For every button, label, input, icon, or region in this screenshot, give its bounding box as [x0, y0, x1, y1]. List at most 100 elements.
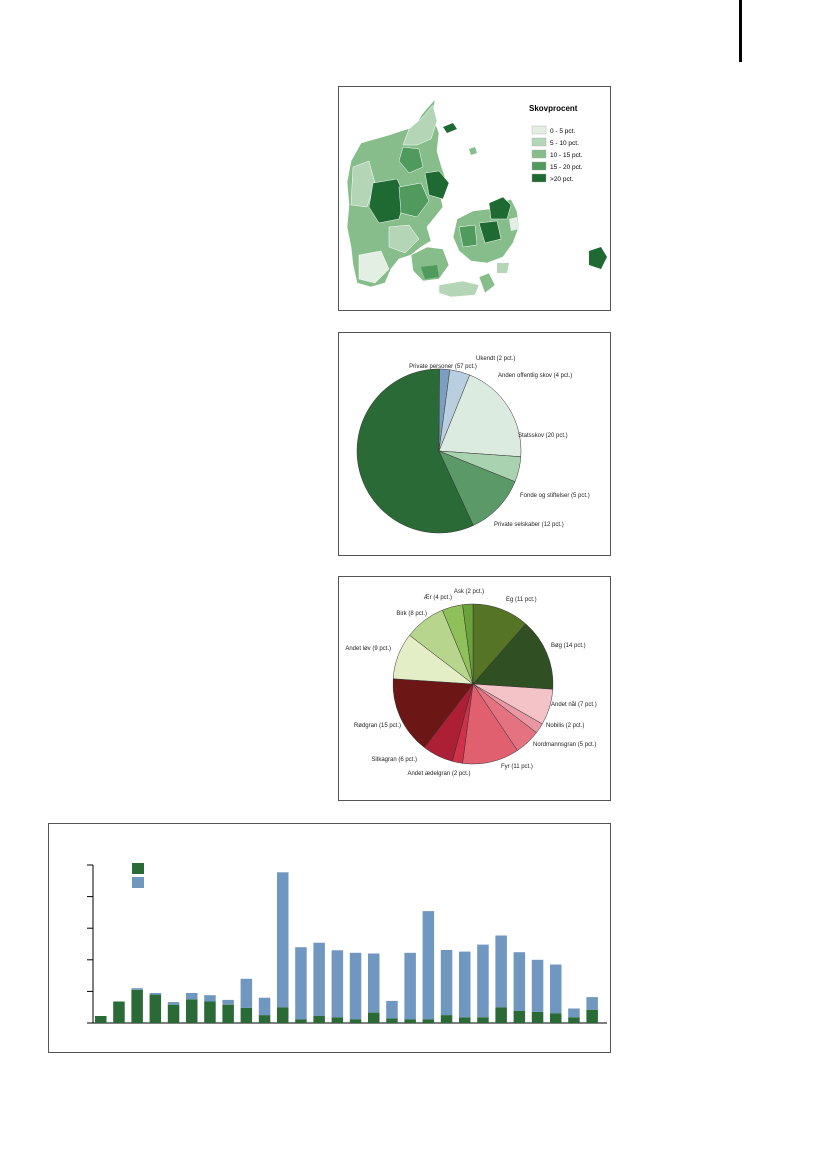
bar-segment-blue — [131, 988, 143, 990]
pie-slice — [438, 450, 516, 526]
bar-segment-green — [113, 1001, 125, 1023]
bar-segment-green — [258, 1015, 271, 1023]
bar-segment-blue — [440, 950, 453, 1016]
pie-label: Andet nål (7 pct.) — [551, 701, 597, 708]
pie-label: Eg (11 pct.) — [506, 597, 537, 603]
legend-label: >20 pct. — [550, 176, 574, 183]
bar-segment-green — [495, 1007, 507, 1023]
bar-segment-green — [295, 1019, 307, 1023]
bar-segment-green — [531, 1011, 544, 1023]
map-region-north-zealand — [488, 196, 512, 220]
ownership-pie-chart: Private personer (57 pct.) Ukendt (2 pct.… — [356, 356, 590, 534]
bar-segment-green — [277, 1007, 289, 1023]
top-rule — [739, 0, 742, 62]
bar-segment-green — [167, 1004, 180, 1023]
bar-segment-blue — [368, 953, 380, 1013]
bar-segment-blue — [222, 999, 234, 1005]
pie-label: Ukendt (2 pct.) — [476, 356, 515, 362]
map-legend: 0 - 5 pct. 5 - 10 pct. 10 - 15 pct. 15 -… — [531, 125, 583, 183]
bar-chart-panel — [48, 823, 611, 1053]
bar-segment-blue — [186, 993, 198, 1000]
bar-segment-green — [477, 1017, 489, 1023]
legend-label: 15 - 20 pct. — [550, 164, 583, 171]
bar-segment-blue — [277, 872, 289, 1008]
bar-segment-green — [368, 1012, 380, 1023]
legend-swatch-blue — [132, 877, 144, 888]
legend-label: 5 - 10 pct. — [550, 140, 579, 147]
legend-label: 10 - 15 pct. — [550, 152, 583, 159]
bar-segment-blue — [149, 993, 162, 995]
bar-segment-blue — [477, 944, 489, 1018]
bar-segment-blue — [531, 959, 544, 1012]
bar-segment-blue — [459, 951, 471, 1018]
pie-label: Fyr (11 pct.) — [501, 764, 533, 770]
pie-label: Private personer (57 pct.) — [409, 364, 477, 370]
bar-segment-blue — [331, 950, 344, 1018]
bar-segment-blue — [295, 947, 307, 1020]
bar-segment-green — [404, 1019, 416, 1023]
map-legend-title: Skovprocent — [529, 104, 578, 113]
bar-segment-blue — [550, 964, 562, 1014]
map-region-jutland-lakes — [398, 146, 424, 174]
map-region-jutland-mid2 — [398, 182, 430, 218]
legend-swatch — [531, 137, 547, 147]
bar-segment-blue — [513, 952, 526, 1011]
legend-swatch-green — [132, 863, 144, 874]
pie-label: Fonde og stiftelser (5 pct.) — [520, 493, 590, 499]
pie-label: Ask (2 pct.) — [454, 589, 484, 595]
pie-label: Nobilis (2 pct.) — [546, 723, 584, 729]
pie-label: Sitkagran (6 pct.) — [371, 757, 417, 763]
map-region-laeso — [443, 123, 457, 133]
bar-segment-blue — [586, 997, 598, 1010]
forest-map: Skovprocent 0 - 5 pct. 5 - 10 pct. 10 - … — [346, 98, 607, 298]
species-pie-panel: Eg (11 pct.) Bøg (14 pct.) Andet nål (7 pc… — [338, 576, 611, 801]
bar-segment-blue — [568, 1008, 580, 1018]
bar-segment-blue — [422, 911, 435, 1020]
legend-swatch — [531, 161, 547, 171]
map-region-djursland — [424, 170, 450, 200]
map-region-falster — [478, 272, 496, 294]
bar-segment-blue — [204, 995, 216, 1002]
map-region-zealand-mid — [478, 220, 502, 244]
bar-segment-green — [586, 1009, 598, 1023]
bar-segment-green — [131, 989, 143, 1023]
forest-map-panel: Skovprocent 0 - 5 pct. 5 - 10 pct. 10 - … — [338, 86, 611, 311]
bar-segment-green — [95, 1016, 107, 1023]
bar-segment-green — [149, 994, 162, 1023]
bar-segment-blue — [349, 952, 362, 1020]
bar-segment-green — [204, 1001, 216, 1023]
pie-label: Bøg (14 pct.) — [551, 643, 586, 649]
bar-segment-blue — [386, 1000, 398, 1019]
bar-segment-blue — [404, 952, 416, 1020]
pie-slice — [462, 603, 474, 685]
pie-label: Nordmannsgran (5 pct.) — [533, 742, 596, 748]
bar-segment-green — [513, 1011, 526, 1023]
map-region-funen-south — [421, 265, 439, 279]
bar-segment-blue — [313, 942, 325, 1016]
legend-swatch — [531, 149, 547, 159]
bar-segment-blue — [240, 978, 253, 1008]
legend-swatch — [531, 125, 547, 135]
map-region-jutland-southeast — [388, 224, 420, 254]
bar-segment-green — [550, 1013, 562, 1023]
legend-label: 0 - 5 pct. — [550, 128, 575, 135]
species-pie-chart: Eg (11 pct.) Bøg (14 pct.) Andet nål (7 pc… — [345, 589, 597, 777]
bar-segment-green — [459, 1017, 471, 1023]
map-region-funen — [410, 246, 450, 282]
pie-label: Ær (4 pct.) — [424, 595, 452, 601]
stacked-bar-chart — [87, 863, 607, 1024]
map-region-jutland-south — [358, 250, 390, 284]
pie-slice — [356, 368, 474, 534]
pie-label: Birk (8 pct.) — [396, 611, 427, 617]
map-region-zealand-west — [458, 224, 478, 248]
bar-segment-blue — [258, 997, 271, 1016]
map-region-jutland-mid — [368, 178, 406, 224]
pie-label: Private selskaber (12 pct.) — [494, 522, 564, 528]
map-region-moen — [497, 263, 509, 273]
pie-label: Anden offentlig skov (4 pct.) — [498, 373, 572, 379]
pie-label: Rødgran (15 pct.) — [354, 723, 401, 729]
map-region-copenhagen — [509, 217, 519, 231]
pie-slice — [392, 678, 474, 748]
pie-label: Andet løv (9 pct.) — [345, 646, 391, 652]
map-region-lolland — [438, 280, 480, 298]
